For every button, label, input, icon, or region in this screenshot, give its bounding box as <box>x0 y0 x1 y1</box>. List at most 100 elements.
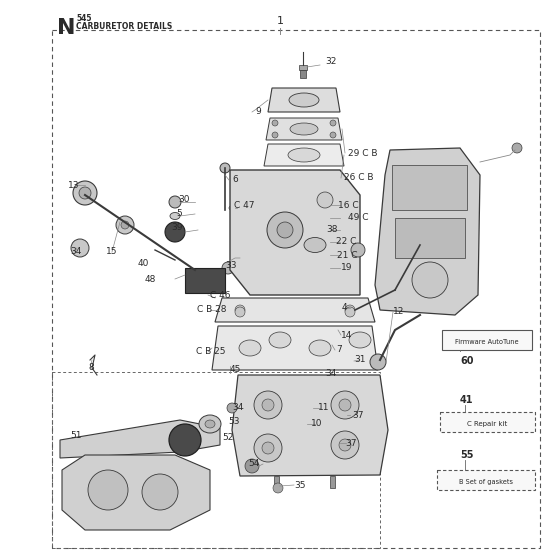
Circle shape <box>339 399 351 411</box>
Text: 5: 5 <box>176 209 182 218</box>
Circle shape <box>73 181 97 205</box>
Circle shape <box>331 391 359 419</box>
Text: 1: 1 <box>277 16 283 26</box>
Text: 53: 53 <box>228 418 240 427</box>
Polygon shape <box>264 144 344 166</box>
Circle shape <box>88 470 128 510</box>
Text: 38: 38 <box>326 226 338 235</box>
Text: 12: 12 <box>393 307 404 316</box>
Circle shape <box>272 120 278 126</box>
Polygon shape <box>232 375 388 476</box>
Polygon shape <box>215 298 375 322</box>
Polygon shape <box>266 118 342 140</box>
Circle shape <box>330 132 336 138</box>
Circle shape <box>165 222 185 242</box>
Ellipse shape <box>290 123 318 135</box>
Text: 545: 545 <box>76 14 91 23</box>
Text: N: N <box>57 18 76 38</box>
Bar <box>395 218 465 258</box>
Text: B Set of gaskets: B Set of gaskets <box>459 479 513 485</box>
Polygon shape <box>230 170 360 295</box>
Text: 34: 34 <box>325 368 337 377</box>
Text: C 47: C 47 <box>234 200 254 209</box>
Circle shape <box>273 483 283 493</box>
Text: 39: 39 <box>171 223 183 232</box>
Circle shape <box>512 143 522 153</box>
Text: 37: 37 <box>345 438 357 447</box>
Text: 22 C: 22 C <box>336 237 356 246</box>
Text: C 46: C 46 <box>210 291 231 300</box>
Bar <box>300 70 306 78</box>
Circle shape <box>262 442 274 454</box>
Circle shape <box>272 132 278 138</box>
Text: 15: 15 <box>106 248 118 256</box>
Text: CARBURETOR DETAILS: CARBURETOR DETAILS <box>76 22 172 31</box>
Polygon shape <box>268 88 340 112</box>
Text: 55: 55 <box>460 450 474 460</box>
Polygon shape <box>62 455 210 530</box>
Bar <box>392 165 467 210</box>
Circle shape <box>235 305 245 315</box>
Text: 7: 7 <box>336 346 342 354</box>
Text: 54: 54 <box>248 460 259 469</box>
Text: 4: 4 <box>342 304 348 312</box>
Text: 14: 14 <box>341 330 352 339</box>
Circle shape <box>121 221 129 229</box>
Circle shape <box>235 307 245 317</box>
Circle shape <box>71 239 89 257</box>
Text: 40: 40 <box>138 259 150 268</box>
Circle shape <box>79 187 91 199</box>
Circle shape <box>345 307 355 317</box>
Text: 30: 30 <box>178 195 189 204</box>
Circle shape <box>330 120 336 126</box>
Circle shape <box>277 222 293 238</box>
Ellipse shape <box>304 237 326 253</box>
Text: 33: 33 <box>225 260 236 269</box>
Circle shape <box>169 424 201 456</box>
Circle shape <box>222 262 234 274</box>
Bar <box>442 330 532 350</box>
Bar <box>52 372 380 548</box>
Circle shape <box>254 391 282 419</box>
Bar <box>299 65 307 70</box>
Text: 45: 45 <box>230 366 241 375</box>
Text: 32: 32 <box>325 58 337 67</box>
Ellipse shape <box>288 148 320 162</box>
Text: C Repair kit: C Repair kit <box>467 421 507 427</box>
Ellipse shape <box>199 415 221 433</box>
Text: 49 C: 49 C <box>348 213 368 222</box>
Text: 26 C B: 26 C B <box>344 174 374 183</box>
Circle shape <box>245 459 259 473</box>
Text: 31: 31 <box>354 356 366 365</box>
Text: 9: 9 <box>255 108 261 116</box>
Circle shape <box>267 212 303 248</box>
Text: 48: 48 <box>145 274 156 283</box>
Text: 34: 34 <box>232 404 244 413</box>
Text: 37: 37 <box>352 410 363 419</box>
Circle shape <box>254 434 282 462</box>
Text: 34: 34 <box>70 248 81 256</box>
Circle shape <box>227 403 237 413</box>
Bar <box>274 476 279 488</box>
Text: 10: 10 <box>311 419 323 428</box>
Ellipse shape <box>349 332 371 348</box>
Ellipse shape <box>170 212 180 220</box>
Circle shape <box>370 354 386 370</box>
Text: 60: 60 <box>460 356 474 366</box>
Circle shape <box>345 305 355 315</box>
Text: 41: 41 <box>460 395 474 405</box>
Ellipse shape <box>239 340 261 356</box>
Polygon shape <box>375 148 480 315</box>
Text: 8: 8 <box>88 363 94 372</box>
Polygon shape <box>60 420 220 458</box>
Text: 13: 13 <box>68 180 80 189</box>
Ellipse shape <box>309 340 331 356</box>
Ellipse shape <box>205 420 215 428</box>
Text: 21 C: 21 C <box>337 250 357 259</box>
Circle shape <box>317 192 333 208</box>
Text: 19: 19 <box>341 264 352 273</box>
Text: 29 C B: 29 C B <box>348 148 377 157</box>
Circle shape <box>351 243 365 257</box>
Bar <box>330 476 335 488</box>
Text: 16 C: 16 C <box>338 200 358 209</box>
